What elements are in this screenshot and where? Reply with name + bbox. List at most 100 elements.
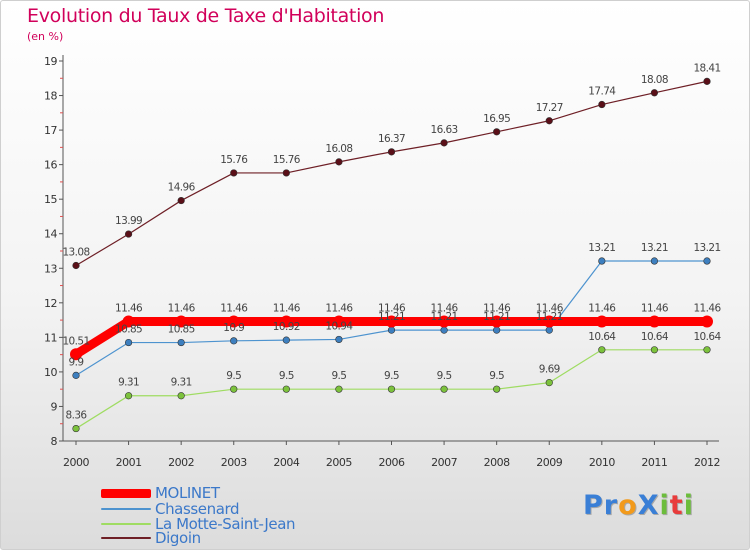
legend-item-la-motte-saint-jean: La Motte-Saint-Jean [101, 515, 296, 533]
data-point-la-motte-saint-jean [230, 385, 238, 393]
x-tick-label: 2012 [694, 456, 720, 469]
data-point-la-motte-saint-jean [703, 346, 711, 354]
data-label-chassenard: 11.21 [483, 311, 510, 323]
y-tick-label: 17 [44, 124, 57, 137]
data-point-digoin [335, 158, 343, 166]
data-point-chassenard [282, 336, 290, 344]
data-point-molinet [122, 315, 135, 328]
data-point-molinet [438, 315, 451, 328]
data-label-digoin: 17.74 [588, 86, 616, 98]
data-label-la-motte-saint-jean: 10.64 [641, 331, 669, 343]
logo-letter: P [583, 490, 604, 521]
data-label-digoin: 13.08 [62, 247, 89, 259]
y-tick-label: 18 [44, 90, 57, 103]
data-point-digoin [230, 169, 238, 177]
data-label-la-motte-saint-jean: 9.31 [118, 377, 139, 389]
legend-swatch [101, 537, 151, 539]
x-tick-label: 2010 [589, 456, 615, 469]
data-label-la-motte-saint-jean: 9.69 [539, 364, 560, 376]
data-label-la-motte-saint-jean: 8.36 [66, 410, 88, 422]
data-label-la-motte-saint-jean: 9.5 [279, 370, 294, 382]
data-label-chassenard: 11.21 [536, 311, 563, 323]
proxiti-logo: ProXiti [583, 490, 694, 521]
data-point-chassenard [598, 257, 606, 265]
data-point-digoin [703, 77, 711, 85]
unit-label: (en %) [27, 30, 64, 43]
data-label-molinet: 11.46 [431, 302, 459, 314]
data-point-molinet [385, 315, 398, 328]
data-point-digoin [598, 100, 606, 109]
data-label-digoin: 16.37 [378, 133, 405, 145]
y-tick-label: 10 [44, 366, 57, 379]
data-point-chassenard [545, 326, 553, 334]
chart-title: Evolution du Taux de Taxe d'Habitation [27, 5, 385, 27]
x-tick-label: 2005 [326, 456, 352, 469]
data-point-chassenard [230, 337, 238, 345]
x-tick-label: 2008 [484, 456, 510, 469]
legend-swatch [101, 523, 151, 525]
data-point-la-motte-saint-jean [545, 379, 553, 387]
y-tick-label: 14 [44, 228, 57, 241]
data-label-digoin: 15.76 [273, 154, 301, 166]
data-point-molinet [70, 348, 82, 361]
data-label-molinet: 11.46 [378, 302, 406, 314]
y-tick-label: 15 [44, 193, 57, 206]
y-tick-label: 12 [44, 297, 57, 310]
data-label-digoin: 16.95 [483, 113, 510, 125]
data-point-la-motte-saint-jean [282, 385, 290, 393]
data-label-digoin: 16.63 [431, 124, 458, 136]
data-label-digoin: 13.99 [115, 215, 142, 227]
logo-letter: X [637, 490, 660, 521]
data-label-chassenard: 13.21 [693, 242, 720, 254]
data-labels-layer: 13.08 13.99 14.96 15.76 15.76 16.08 16.37 16.63… [62, 62, 722, 422]
data-label-molinet: 10.51 [62, 335, 89, 347]
data-label-chassenard: 9.9 [69, 356, 84, 368]
x-tick-label: 2001 [116, 456, 142, 469]
legend-swatch [101, 488, 151, 498]
x-tick-label: 2011 [641, 456, 667, 469]
data-point-chassenard [387, 326, 396, 334]
data-point-molinet [701, 315, 713, 328]
legend-item-molinet: MOLINET [101, 484, 220, 502]
data-label-digoin: 14.96 [168, 182, 196, 194]
legend-label: Digoin [155, 529, 201, 547]
data-label-chassenard: 11.21 [431, 311, 458, 323]
data-point-la-motte-saint-jean [440, 385, 448, 393]
data-label-molinet: 11.46 [220, 302, 248, 314]
data-label-la-motte-saint-jean: 9.5 [437, 370, 452, 382]
series-line-digoin [75, 80, 708, 267]
data-label-la-motte-saint-jean: 9.31 [171, 377, 192, 389]
x-tick-label: 2009 [536, 456, 562, 469]
data-label-digoin: 18.08 [641, 74, 668, 86]
data-label-la-motte-saint-jean: 9.5 [331, 370, 346, 382]
data-point-la-motte-saint-jean [72, 424, 80, 433]
data-point-digoin [440, 139, 448, 147]
data-point-chassenard [650, 257, 659, 265]
data-label-molinet: 11.46 [588, 302, 616, 314]
data-label-la-motte-saint-jean: 9.5 [489, 370, 504, 382]
y-tick-label: 8 [51, 435, 58, 448]
data-point-chassenard [440, 326, 448, 334]
data-label-molinet: 11.46 [536, 302, 564, 314]
data-point-molinet [280, 315, 293, 328]
data-point-molinet [175, 315, 188, 328]
data-point-chassenard [335, 335, 343, 344]
data-point-chassenard [493, 326, 501, 334]
logo-letter: i [659, 490, 670, 521]
data-point-molinet [648, 315, 661, 328]
data-label-digoin: 16.08 [325, 143, 352, 155]
data-point-la-motte-saint-jean [124, 392, 133, 400]
legend-item-digoin: Digoin [101, 529, 201, 547]
data-point-digoin [545, 117, 553, 125]
data-point-digoin [72, 261, 80, 270]
logo-letter: t [669, 490, 684, 521]
data-label-chassenard: 10.94 [325, 320, 353, 332]
data-label-digoin: 17.27 [536, 102, 563, 114]
data-point-la-motte-saint-jean [387, 385, 396, 393]
y-tick-label: 16 [44, 159, 57, 172]
data-label-molinet: 11.46 [483, 302, 511, 314]
data-point-molinet [595, 315, 608, 328]
data-label-chassenard: 13.21 [588, 242, 615, 254]
data-point-molinet [332, 315, 345, 328]
data-point-digoin [177, 196, 185, 205]
